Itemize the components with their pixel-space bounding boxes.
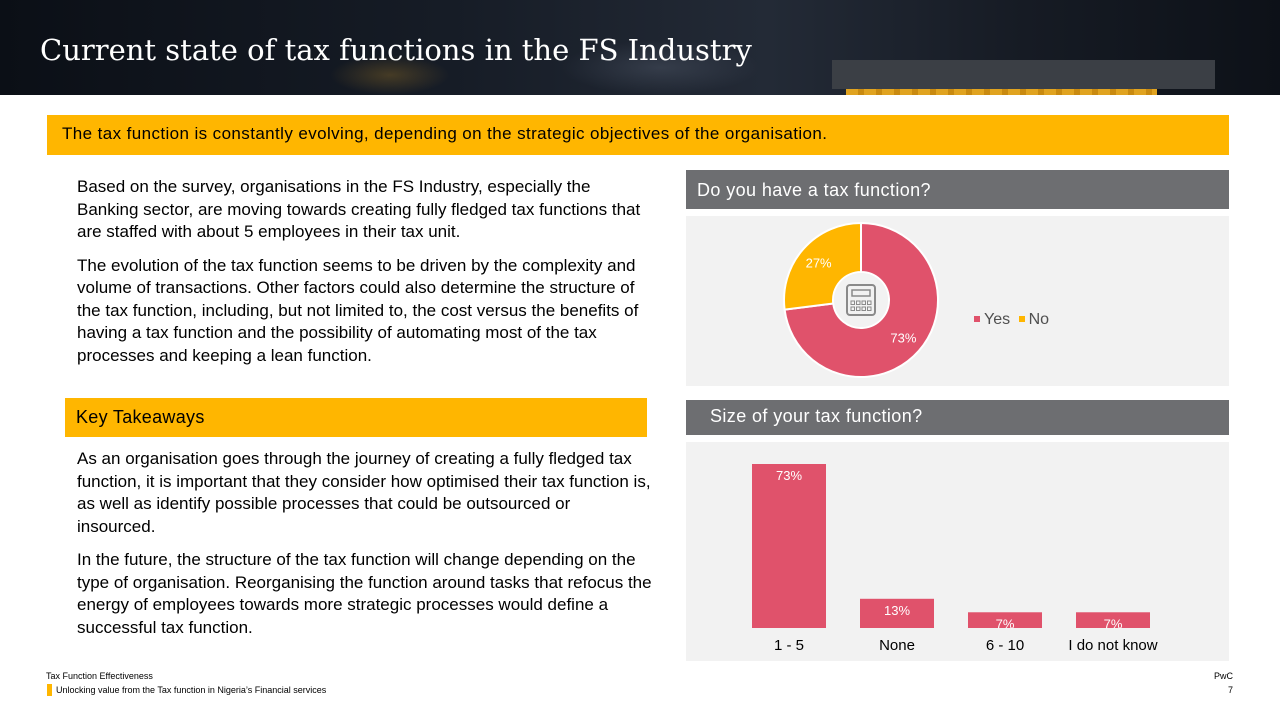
footer-document-title: Tax Function Effectiveness (46, 671, 153, 681)
takeaways-paragraph: As an organisation goes through the jour… (77, 449, 651, 536)
pie-data-label: 73% (890, 330, 916, 345)
key-message-banner: The tax function is constantly evolving,… (47, 115, 1229, 155)
header-banner: Current state of tax functions in the FS… (0, 0, 1280, 95)
bar-3 (1076, 612, 1150, 628)
pie-data-label: 27% (806, 256, 832, 271)
bar-category-label: 1 - 5 (774, 637, 804, 654)
pie-chart-title: Do you have a tax function? (686, 170, 1229, 209)
bar-1 (860, 598, 934, 628)
bar-data-label: 73% (776, 468, 802, 483)
intro-section: Based on the survey, organisations in th… (77, 176, 652, 378)
footer-accent-mark (47, 684, 52, 696)
header-decorative-stripe (846, 89, 1157, 95)
bar-2 (968, 612, 1042, 628)
page-title: Current state of tax functions in the FS… (40, 33, 752, 67)
bar-data-label: 7% (1104, 616, 1123, 631)
intro-paragraph: Based on the survey, organisations in th… (77, 177, 641, 241)
footer-page-number: 7 (1227, 685, 1233, 695)
takeaways-paragraph: In the future, the structure of the tax … (77, 550, 652, 637)
bar-category-label: I do not know (1068, 637, 1157, 654)
pie-chart-panel: 73% 27% Yes No (686, 216, 1229, 386)
legend-label-yes: Yes (984, 311, 1011, 328)
bar-chart: 73% 1 - 5 13% None 7% 6 - 10 7% I do not know (752, 464, 1158, 654)
pie-slice-no (783, 221, 862, 311)
legend-label-no: No (1028, 311, 1050, 328)
calculator-icon (846, 284, 876, 316)
intro-paragraph: The evolution of the tax function seems … (77, 255, 639, 365)
header-background-glow (330, 55, 450, 95)
legend-swatch-no (1018, 316, 1025, 322)
pie-slice-yes (783, 221, 939, 378)
bar-category-label: 6 - 10 (986, 637, 1024, 654)
pie-legend: Yes No (974, 311, 1053, 329)
key-takeaways-heading: Key Takeaways (65, 398, 647, 437)
footer-document-subtitle: Unlocking value from the Tax function in… (56, 685, 327, 695)
legend-swatch-yes (974, 316, 980, 322)
donut-center (834, 273, 888, 327)
bar-data-label: 7% (996, 616, 1015, 631)
key-takeaways-section: As an organisation goes through the jour… (77, 448, 652, 650)
bar-chart-title: Size of your tax function? (686, 400, 1229, 435)
footer-brand: PwC (1213, 671, 1233, 681)
pie-chart: 73% 27% (783, 221, 939, 378)
header-background-glow (560, 40, 760, 95)
bar-category-label: None (879, 637, 915, 654)
bar-0 (752, 464, 826, 628)
header-decorative-bar (832, 60, 1215, 89)
bar-data-label: 13% (884, 603, 910, 618)
bar-chart-panel: 73% 1 - 5 13% None 7% 6 - 10 7% I do not know (686, 442, 1229, 661)
